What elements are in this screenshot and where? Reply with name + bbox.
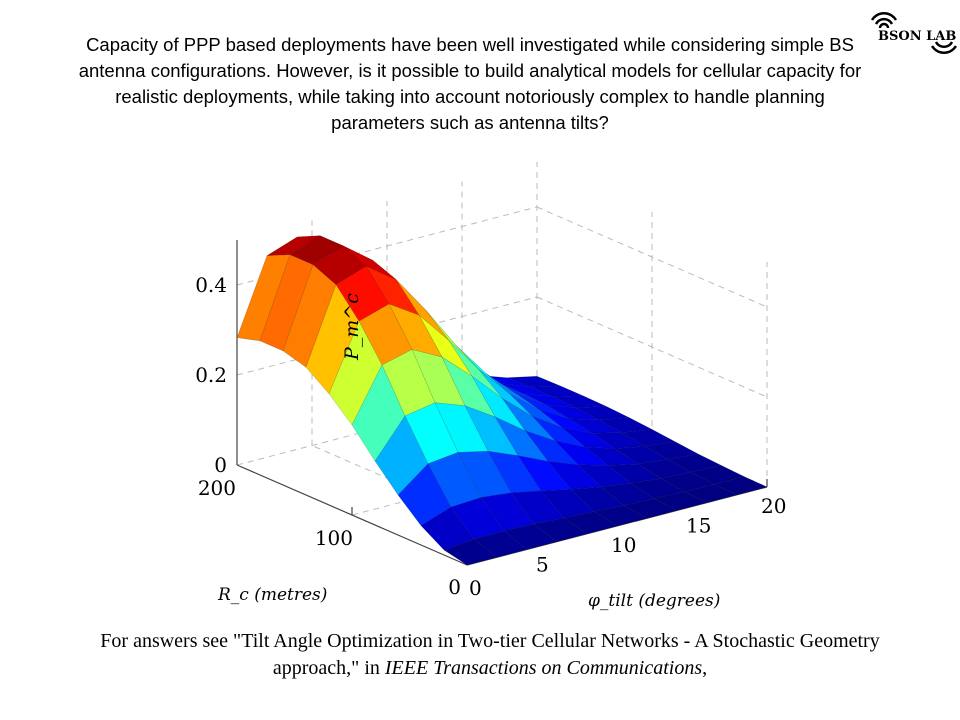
z-tick-label: 0.2 bbox=[195, 363, 227, 387]
tick-labels: 0 0.2 0.4 0 100 200 0 5 10 15 20 R_c (me… bbox=[195, 273, 786, 611]
surface-patch bbox=[374, 415, 429, 496]
surface-patch bbox=[614, 445, 669, 465]
grid-line bbox=[236, 206, 538, 286]
z-axis-label: P_m^c bbox=[341, 293, 363, 361]
citation-text: For answers see "Tilt Angle Optimization… bbox=[100, 630, 880, 679]
x-tick-label: 100 bbox=[315, 526, 353, 550]
surface-patch bbox=[630, 478, 685, 499]
y-tick-label: 20 bbox=[761, 494, 786, 518]
grid-line bbox=[536, 296, 768, 398]
citation: For answers see "Tilt Angle Optimization… bbox=[60, 628, 920, 682]
bson-lab-logo: BSON LAB bbox=[870, 11, 958, 55]
surface-patch bbox=[683, 484, 738, 503]
z-tick-label: 0 bbox=[214, 453, 227, 477]
surface-patch bbox=[533, 517, 588, 542]
surface-patch bbox=[593, 505, 648, 527]
surface-patch bbox=[508, 393, 563, 428]
surface-patch bbox=[515, 393, 570, 419]
y-tick-label: 5 bbox=[536, 553, 549, 577]
x-axis-label: R_c (metres) bbox=[217, 585, 327, 605]
surface-patch bbox=[653, 491, 708, 511]
grid-line bbox=[536, 206, 768, 308]
x-tick-label: 200 bbox=[198, 476, 236, 500]
surface-patch bbox=[473, 530, 528, 558]
y-tick-label: 0 bbox=[469, 576, 482, 600]
z-tick-label: 0.4 bbox=[195, 273, 227, 297]
surface-patch bbox=[563, 511, 618, 535]
y-tick-label: 10 bbox=[611, 533, 636, 557]
y-tick-label: 15 bbox=[686, 514, 711, 538]
surface-patch bbox=[621, 429, 676, 447]
surface-patch bbox=[591, 432, 646, 449]
citation-journal: IEEE Transactions on Communications bbox=[384, 657, 703, 679]
surface-patch bbox=[351, 364, 406, 462]
y-axis-label: φ_tilt (degrees) bbox=[588, 591, 720, 611]
surface bbox=[236, 235, 768, 566]
surface-patch bbox=[443, 538, 498, 566]
surface-patch bbox=[547, 461, 602, 490]
citation-end: , bbox=[702, 657, 708, 679]
surface-patch bbox=[623, 498, 678, 519]
svg-text:BSON LAB: BSON LAB bbox=[878, 29, 956, 44]
surface-patch bbox=[600, 482, 655, 506]
surface-patch bbox=[667, 453, 722, 473]
x-tick-label: 0 bbox=[448, 575, 461, 599]
intro-text: Capacity of PPP based deployments have b… bbox=[78, 34, 862, 133]
